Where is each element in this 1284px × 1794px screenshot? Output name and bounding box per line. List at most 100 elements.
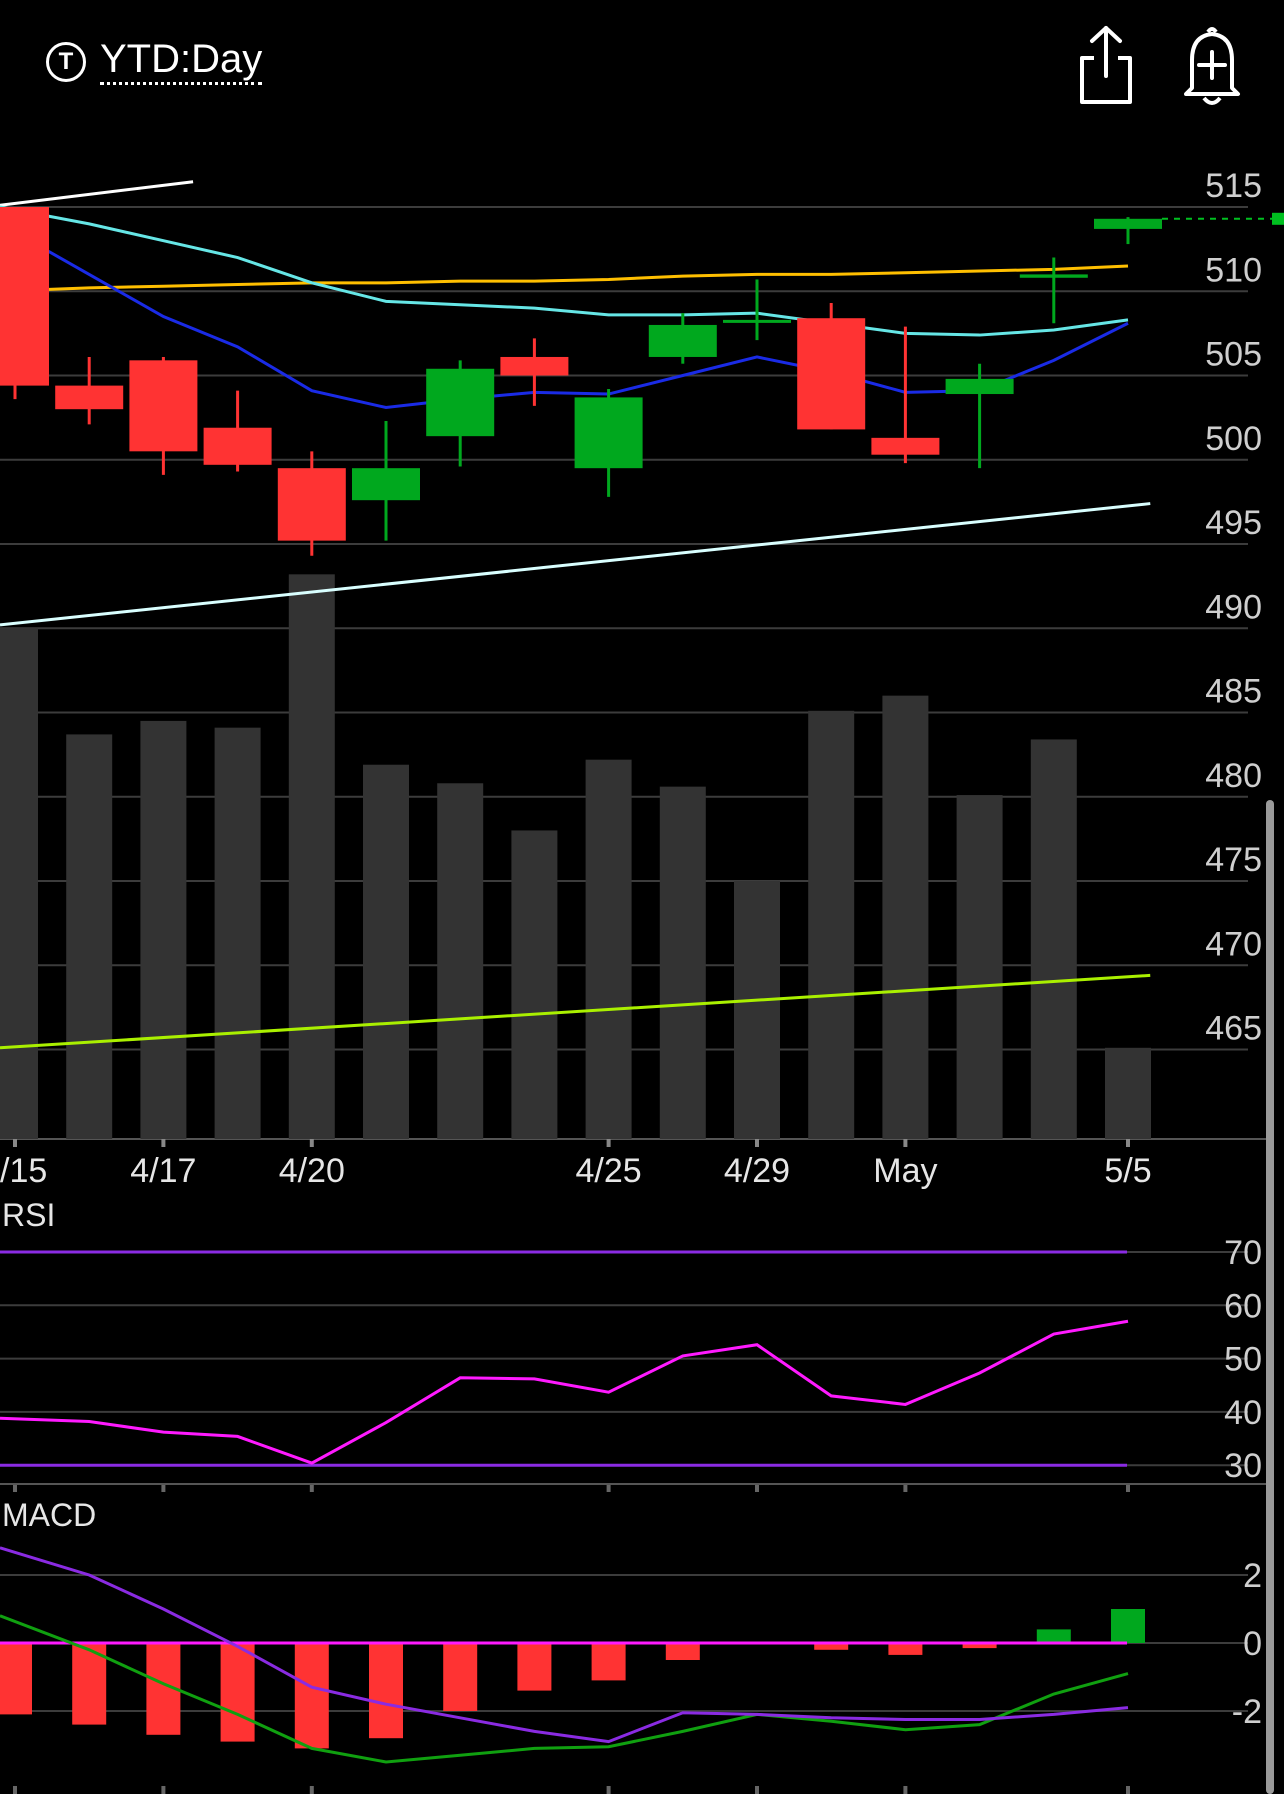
candle-body [0, 207, 49, 386]
macd-histogram-bar [517, 1643, 552, 1691]
macd-histogram-bar [888, 1643, 923, 1655]
date-tick-label: /15 [0, 1152, 47, 1190]
candle-body [871, 437, 940, 455]
volume-bars [0, 574, 1151, 1139]
rsi-tick-label: 30 [1224, 1447, 1262, 1485]
candle-body [797, 318, 866, 430]
candle-body [129, 360, 198, 452]
rsi-line [0, 1319, 1129, 1465]
price-tick-label: 480 [1205, 757, 1262, 795]
price-tick-label: 500 [1205, 420, 1262, 458]
candle [277, 451, 346, 556]
candle [945, 363, 1014, 469]
rsi-tick-label: 70 [1224, 1234, 1262, 1272]
candle [500, 338, 569, 406]
last-price-marker [1272, 212, 1284, 225]
candle-body [203, 427, 272, 465]
macd-histogram-bar [294, 1643, 329, 1749]
timeframe-icon: T [46, 41, 86, 82]
rsi-tick-label: 60 [1224, 1287, 1262, 1325]
candle-body [55, 385, 124, 410]
date-tick-label: 4/20 [279, 1152, 345, 1190]
macd-histogram-bar [220, 1643, 255, 1742]
macd-line [0, 1614, 1129, 1764]
rsi-panel: RSI 70 60 50 40 30 [0, 1197, 1266, 1485]
date-tick-label: 4/25 [576, 1152, 642, 1190]
volume-bar [882, 695, 929, 1139]
candle [648, 313, 717, 364]
price-axis: 515 510 505 500 495 490 485 480 475 470 465 [1205, 167, 1262, 1048]
price-tick-label: 515 [1205, 167, 1262, 205]
macd-histogram-bar [814, 1643, 849, 1650]
price-tick-label: 485 [1205, 673, 1262, 711]
date-tick-label: 4/29 [724, 1152, 790, 1190]
volume-bar [511, 830, 558, 1139]
price-tick-label: 475 [1205, 841, 1262, 879]
price-tick-label: 470 [1205, 925, 1262, 963]
rsi-tick-label: 50 [1224, 1341, 1262, 1379]
candle [426, 360, 495, 467]
candle-body [352, 468, 420, 501]
volume-bar [214, 727, 261, 1139]
date-tick-label: 4/17 [130, 1152, 196, 1190]
price-tick-label: 510 [1205, 251, 1262, 289]
candle-body [277, 468, 346, 541]
candle [797, 303, 866, 430]
candle [352, 420, 420, 541]
moving-averages [0, 205, 1129, 410]
trend-lines [0, 180, 1151, 1050]
candle [129, 356, 198, 475]
macd-histogram-bar [1036, 1629, 1071, 1643]
candle [723, 279, 791, 341]
volume-bar [585, 759, 632, 1139]
candle [1094, 217, 1162, 245]
volume-bar [1030, 739, 1077, 1139]
timeframe-selector[interactable]: T YTD:Day [46, 38, 263, 85]
macd-panel: MACD 2 0 -2 [0, 1497, 1262, 1764]
price-tick-label: 490 [1205, 588, 1262, 626]
macd-histogram-bar [665, 1643, 700, 1660]
candle-body [574, 397, 643, 469]
trend-line [0, 973, 1151, 1050]
volume-bar [140, 720, 187, 1139]
volume-bar [659, 786, 706, 1139]
macd-tick-label: 0 [1243, 1625, 1262, 1663]
share-icon[interactable] [1074, 24, 1138, 106]
bell-plus-icon[interactable] [1180, 22, 1244, 106]
moving-average-line [0, 222, 1129, 410]
scrollbar[interactable] [1266, 800, 1274, 1794]
candle [871, 326, 940, 464]
candle-body [648, 324, 717, 357]
candle-body [426, 368, 495, 437]
candle [55, 356, 124, 425]
volume-bar [808, 710, 855, 1139]
macd-tick-label: -2 [1232, 1693, 1262, 1731]
date-axis: /15 4/17 4/20 4/25 4/29 May 5/5 [0, 1139, 1152, 1794]
volume-bar [66, 734, 113, 1139]
macd-histogram-bar [369, 1643, 403, 1739]
candle-body [500, 356, 569, 376]
candle-body [1094, 218, 1162, 229]
volume-bar [363, 764, 409, 1139]
macd-signal-line [0, 1546, 1129, 1744]
volume-bar [956, 795, 1003, 1139]
chart-header: T YTD:Day [0, 0, 1284, 120]
trend-line [0, 502, 1151, 627]
candle-body [723, 319, 791, 323]
candle-body [945, 378, 1014, 395]
volume-bar [1105, 1047, 1151, 1139]
macd-histogram-bar [591, 1643, 626, 1681]
macd-histogram-bar [1111, 1609, 1145, 1643]
timeframe-label: YTD:Day [100, 38, 263, 85]
macd-histogram-bar [962, 1643, 997, 1649]
candle-body [1019, 274, 1088, 278]
price-tick-label: 505 [1205, 336, 1262, 374]
date-tick-label: 5/5 [1104, 1152, 1151, 1190]
rsi-label: RSI [2, 1197, 55, 1233]
moving-average-line [0, 205, 1129, 337]
candle [574, 388, 643, 497]
date-tick-label: May [873, 1152, 937, 1190]
volume-bar [0, 628, 38, 1139]
volume-bar [437, 783, 484, 1139]
